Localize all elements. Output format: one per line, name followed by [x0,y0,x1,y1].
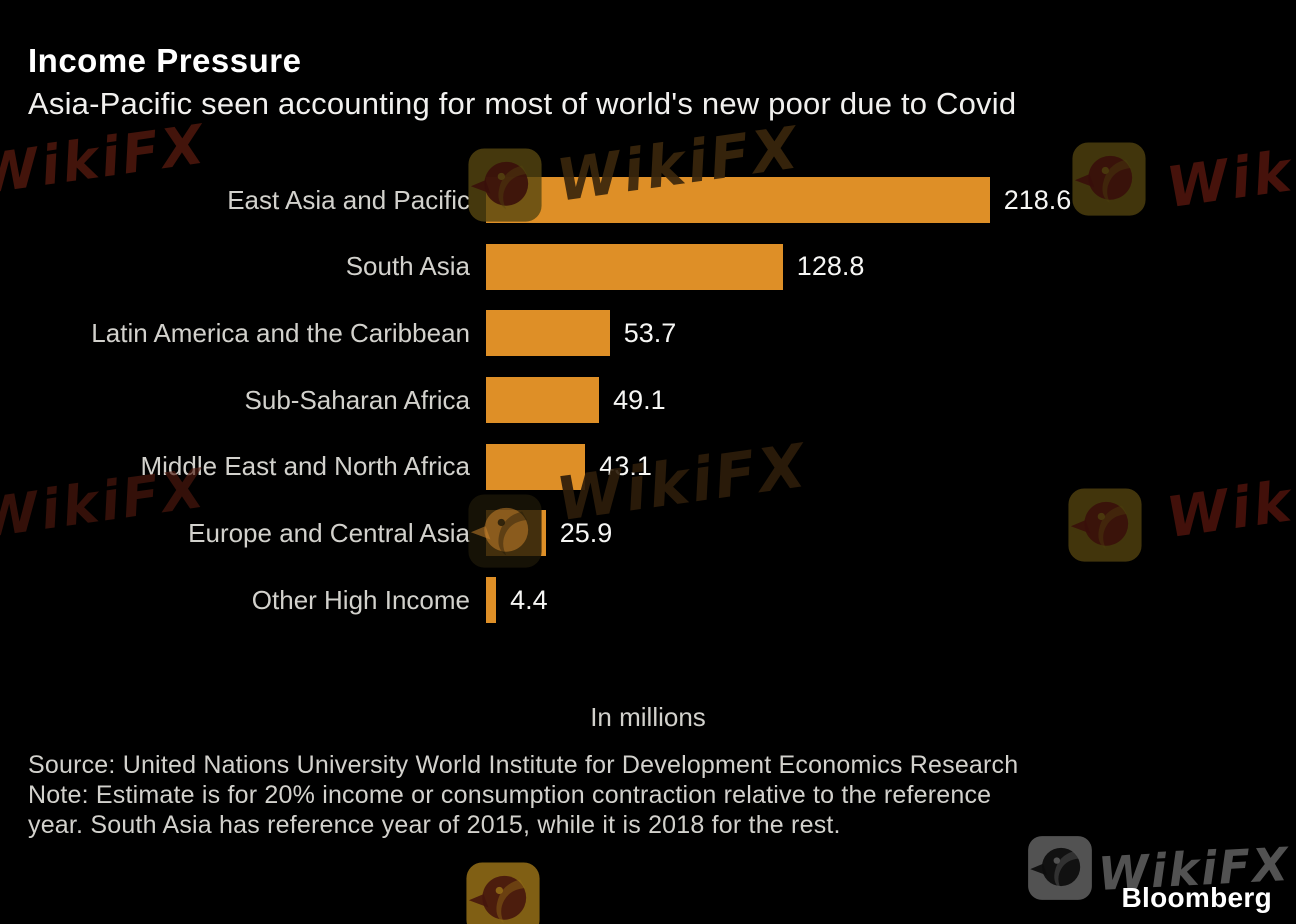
bar-value-label: 43.1 [599,451,652,482]
bloomberg-logo: Bloomberg [1121,882,1272,913]
footer-text-block: Source: United Nations University World … [28,750,1032,840]
bar [486,310,610,357]
bar-value-label: 128.8 [796,251,865,282]
chart-title: Income Pressure [28,42,302,79]
chart-subtitle: Asia-Pacific seen accounting for most of… [28,86,1017,121]
axis-unit-caption: In millions [590,702,706,732]
wikifx-eagle-icon [1028,836,1092,900]
bar-category-label: Europe and Central Asia [188,517,470,548]
source-text: Source: United Nations University World … [28,751,1019,779]
bar-value-label: 49.1 [613,384,666,415]
bar [486,377,600,424]
bar-row: Latin America and the Caribbean 53.7 [0,310,1296,357]
bar [486,577,497,624]
bar-row: Middle East and North Africa 43.1 [0,443,1296,490]
bar-row: Other High Income 4.4 [0,577,1296,624]
bar-row: Sub-Saharan Africa 49.1 [0,377,1296,424]
bar-value-label: 4.4 [510,584,548,615]
bar-value-label: 53.7 [623,317,677,348]
bar-category-label: Other High Income [251,584,470,615]
bar [486,243,783,290]
bar [486,510,546,557]
bar-row: East Asia and Pacific 218.6 [0,177,1296,223]
bar-category-label: Latin America and the Caribbean [91,317,470,348]
bar-row: South Asia 128.8 [0,243,1296,290]
bar-category-label: South Asia [345,251,470,282]
bar-category-label: Middle East and North Africa [140,451,471,482]
bar-category-label: Sub-Saharan Africa [244,384,470,415]
bar [486,177,990,223]
bar-chart: East Asia and Pacific 218.6 South Asia 128.… [0,177,1296,624]
bar [486,443,586,490]
bar-value-label: 25.9 [559,517,613,548]
bar-value-label: 218.6 [1003,184,1072,215]
bar-category-label: East Asia and Pacific [227,184,470,215]
bar-row: Europe and Central Asia 25.9 [0,510,1296,557]
note-text: Note: Estimate is for 20% income or cons… [28,781,992,839]
wikifx-eagle-icon [466,862,540,924]
